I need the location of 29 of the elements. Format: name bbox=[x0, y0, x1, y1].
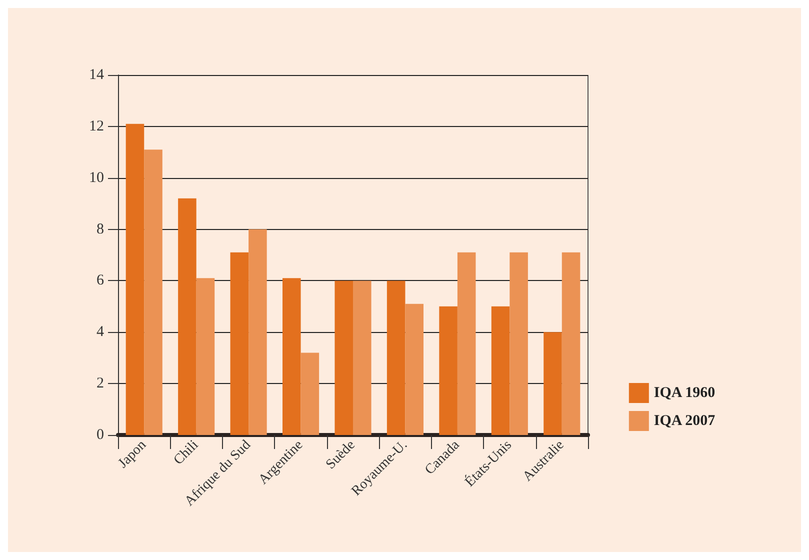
bar bbox=[144, 150, 162, 435]
bar bbox=[178, 198, 196, 435]
bar bbox=[544, 332, 562, 435]
bar bbox=[510, 252, 528, 435]
legend-label: IQA 2007 bbox=[654, 413, 716, 429]
legend-label: IQA 1960 bbox=[654, 385, 716, 401]
bar bbox=[248, 229, 267, 435]
bar bbox=[491, 306, 510, 435]
bar bbox=[282, 278, 301, 435]
x-tick-label: Chili bbox=[171, 438, 202, 468]
bar bbox=[562, 252, 580, 435]
bar bbox=[126, 124, 144, 435]
y-tick-label: 0 bbox=[96, 427, 104, 443]
bar bbox=[457, 252, 476, 435]
bar bbox=[300, 352, 320, 435]
bar bbox=[405, 304, 424, 435]
bar bbox=[353, 280, 372, 435]
y-tick-label: 14 bbox=[89, 67, 104, 83]
bar bbox=[439, 306, 458, 435]
y-tick-label: 10 bbox=[89, 170, 104, 186]
bar bbox=[230, 252, 249, 435]
bar bbox=[386, 280, 406, 435]
y-tick-label: 6 bbox=[96, 272, 104, 289]
y-tick-label: 12 bbox=[89, 118, 104, 134]
bar bbox=[196, 278, 215, 435]
y-tick-label: 4 bbox=[96, 324, 104, 340]
y-tick-label: 8 bbox=[96, 221, 104, 238]
y-tick-label: 2 bbox=[96, 376, 104, 392]
bar bbox=[334, 280, 353, 435]
